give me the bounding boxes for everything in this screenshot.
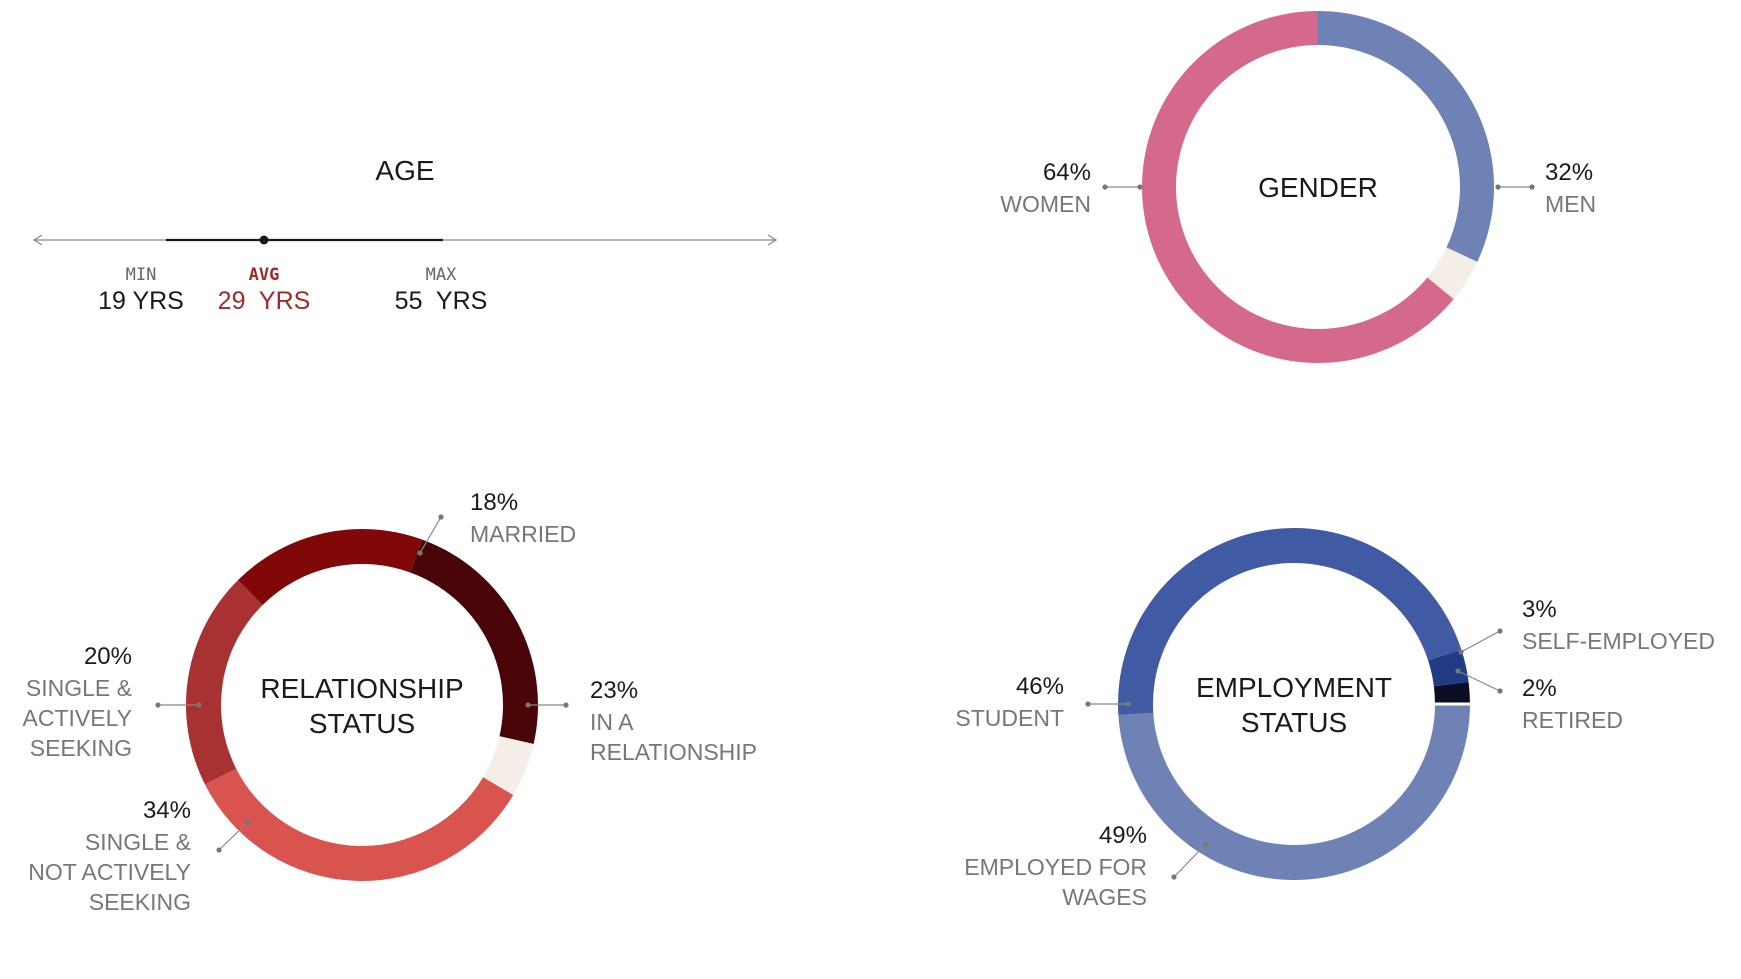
employment-pct-2: 3% <box>1522 596 1557 623</box>
relationship-pct-0: 23% <box>590 677 638 704</box>
relationship-pct-4: 18% <box>470 489 518 516</box>
relationship-label-2: SINGLE & NOT ACTIVELY SEEKING <box>28 829 191 915</box>
donut-charts: GENDER 32% MEN 64% WOMEN RELATIONSHIP STATUS 23… <box>23 11 1715 915</box>
relationship-label-4: MARRIED <box>470 521 576 547</box>
gender-label-group-0: 32% MEN <box>1495 159 1596 217</box>
employment-pct-0: 49% <box>1099 822 1147 849</box>
employment-slice-2 <box>1428 649 1469 687</box>
age-avg-marker <box>259 235 269 245</box>
gender-pct-0: 32% <box>1545 159 1593 186</box>
axis-right-arrow-icon <box>767 234 778 246</box>
relationship-leader-dot-3 <box>155 702 161 708</box>
employment-label-0: EMPLOYED FOR WAGES <box>964 854 1147 910</box>
relationship-leader-dot-inner-0 <box>525 702 531 708</box>
age-max-label: MAX <box>426 265 457 285</box>
relationship-leader-dot-inner-2 <box>245 819 251 825</box>
relationship-slice-1 <box>483 736 534 796</box>
age-avg-label: AVG <box>249 265 280 285</box>
relationship-leader-dot-inner-4 <box>417 550 423 556</box>
employment-label-3: RETIRED <box>1522 707 1623 733</box>
employment-leader-dot-inner-0 <box>1202 842 1208 848</box>
age-panel: AGE MIN 19 YRS AVG 29 YRS MAX 55 YRS <box>32 155 778 315</box>
employment-pct-3: 2% <box>1522 675 1557 702</box>
relationship-slice-4 <box>237 529 423 605</box>
gender-slice-0 <box>1318 11 1494 262</box>
gender-pct-2: 64% <box>1043 159 1091 186</box>
employment-slice-0 <box>1118 704 1471 881</box>
employment-leader-dot-0 <box>1171 874 1177 880</box>
gender-title: GENDER <box>1258 172 1378 203</box>
employment-leader-line-3 <box>1457 670 1501 692</box>
gender-donut: GENDER 32% MEN 64% WOMEN <box>1000 11 1596 363</box>
relationship-label-group-3: 20% SINGLE & ACTIVELY SEEKING <box>23 643 202 761</box>
relationship-slice-0 <box>410 539 538 744</box>
employment-leader-dot-2 <box>1497 628 1503 634</box>
relationship-label-3: SINGLE & ACTIVELY SEEKING <box>23 675 133 761</box>
employment-leader-dot-3 <box>1497 688 1503 694</box>
employment-label-group-3: 2% RETIRED <box>1455 668 1623 733</box>
relationship-label-0: IN A RELATIONSHIP <box>590 709 757 765</box>
gender-leader-dot-inner-2 <box>1137 184 1143 190</box>
gender-slice-1 <box>1427 247 1478 300</box>
relationship-title: RELATIONSHIP STATUS <box>260 673 463 739</box>
employment-leader-dot-inner-2 <box>1458 649 1464 655</box>
relationship-leader-dot-2 <box>216 847 222 853</box>
gender-leader-dot-inner-0 <box>1495 184 1501 190</box>
relationship-pct-2: 34% <box>143 797 191 824</box>
relationship-leader-line-2 <box>218 821 249 851</box>
age-title: AGE <box>375 155 434 186</box>
gender-label-2: WOMEN <box>1000 191 1091 217</box>
employment-leader-dot-inner-1 <box>1125 701 1131 707</box>
employment-label-group-0: 49% EMPLOYED FOR WAGES <box>964 822 1208 910</box>
employment-label-1: STUDENT <box>955 705 1064 731</box>
relationship-leader-dot-4 <box>438 514 444 520</box>
age-min-label: MIN <box>126 265 157 285</box>
age-max-value: 55 YRS <box>395 287 488 315</box>
relationship-label-group-4: 18% MARRIED <box>417 489 576 556</box>
employment-leader-dot-inner-3 <box>1455 668 1461 674</box>
employment-leader-line-0 <box>1173 844 1206 878</box>
axis-left-arrow-icon <box>32 234 43 246</box>
employment-donut: EMPLOYMENT STATUS 49% EMPLOYED FOR WAGES 46% S… <box>955 528 1715 910</box>
gender-label-group-2: 64% WOMEN <box>1000 159 1143 217</box>
relationship-label-group-0: 23% IN A RELATIONSHIP <box>525 677 757 765</box>
gender-slice-2 <box>1141 11 1454 363</box>
relationship-label-group-2: 34% SINGLE & NOT ACTIVELY SEEKING <box>28 797 251 915</box>
age-avg-value: 29 YRS <box>218 287 311 315</box>
relationship-slice-2 <box>204 768 514 881</box>
gender-label-0: MEN <box>1545 191 1596 217</box>
relationship-leader-dot-0 <box>563 702 569 708</box>
employment-leader-dot-1 <box>1085 701 1091 707</box>
gender-leader-dot-0 <box>1529 184 1535 190</box>
relationship-slice-3 <box>185 580 263 785</box>
employment-slice-1 <box>1118 528 1462 716</box>
employment-label-group-1: 46% STUDENT <box>955 673 1131 731</box>
relationship-donut: RELATIONSHIP STATUS 23% IN A RELATIONSHIP 34%… <box>23 489 758 915</box>
employment-label-group-2: 3% SELF-EMPLOYED <box>1458 596 1715 655</box>
employment-slice-3 <box>1433 681 1470 704</box>
employment-title: EMPLOYMENT STATUS <box>1196 672 1392 738</box>
relationship-leader-line-4 <box>419 516 442 554</box>
relationship-pct-3: 20% <box>84 643 132 670</box>
employment-leader-line-2 <box>1460 630 1501 653</box>
relationship-leader-dot-inner-3 <box>196 702 202 708</box>
employment-label-2: SELF-EMPLOYED <box>1522 628 1715 654</box>
age-min-value: 19 YRS <box>98 287 184 315</box>
gender-leader-dot-2 <box>1102 184 1108 190</box>
employment-pct-1: 46% <box>1016 673 1064 700</box>
